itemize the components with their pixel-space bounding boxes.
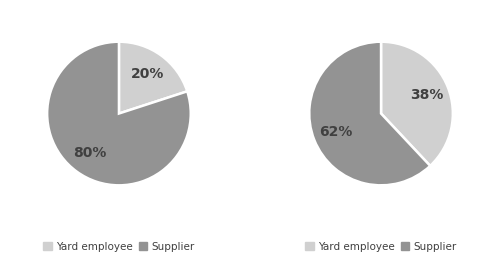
Wedge shape [381, 42, 453, 166]
Text: 80%: 80% [74, 146, 107, 160]
Wedge shape [119, 42, 187, 114]
Text: 20%: 20% [131, 67, 164, 81]
Text: 38%: 38% [410, 88, 444, 102]
Wedge shape [47, 42, 191, 185]
Wedge shape [309, 42, 430, 185]
Legend: Yard employee, Supplier: Yard employee, Supplier [44, 242, 195, 252]
Text: 62%: 62% [319, 125, 352, 139]
Legend: Yard employee, Supplier: Yard employee, Supplier [306, 242, 456, 252]
